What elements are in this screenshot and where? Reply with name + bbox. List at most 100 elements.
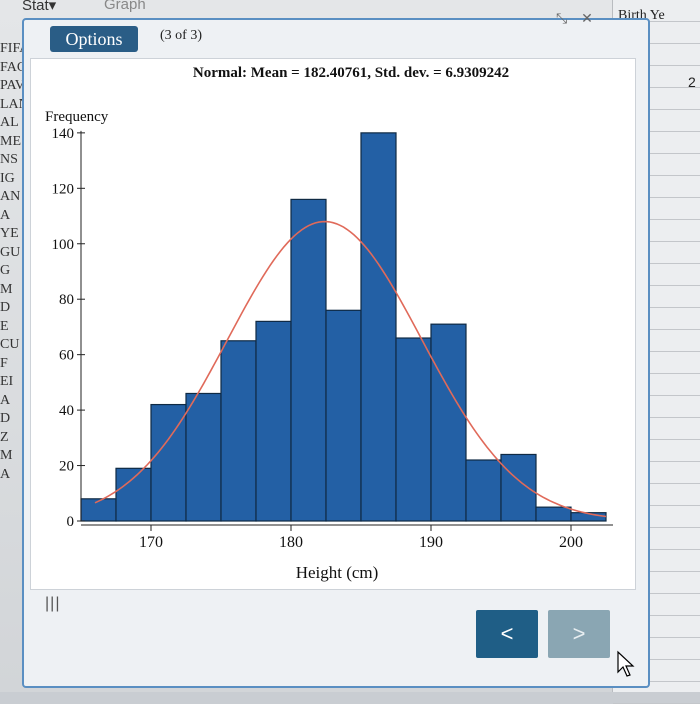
histogram-bar (290, 198, 327, 522)
y-tick-label: 0 (67, 514, 75, 530)
row-label: A (0, 392, 11, 408)
histogram-bar (255, 320, 292, 522)
row-label: F (0, 355, 8, 371)
grid-cell (613, 484, 700, 506)
previous-button[interactable]: < (476, 610, 538, 658)
histogram-bar (500, 453, 537, 522)
histogram-bar (395, 337, 432, 522)
dialog-header: Options (3 of 3) ⤡ ✕ (36, 10, 636, 56)
close-icon[interactable]: ✕ (581, 10, 593, 26)
row-label: G (0, 263, 11, 278)
y-tick-label: 120 (52, 181, 75, 197)
axes-group: 0 20 40 60 80 100 120 140 170 180 190 200 (52, 126, 613, 551)
row-label: Z (0, 429, 9, 445)
row-label: E (0, 318, 9, 334)
chart-title: Normal: Mean = 182.40761, Std. dev. = 6.… (193, 65, 509, 81)
histogram-bar (185, 392, 222, 522)
bars-group (80, 132, 607, 522)
y-tick-label: 40 (59, 403, 74, 419)
row-label: D (0, 411, 11, 426)
grid-cell (613, 242, 700, 264)
grid-cell (613, 88, 700, 110)
grid-cell (613, 286, 700, 308)
menubar: Stat▾ Graph (0, 0, 300, 14)
expand-icon[interactable]: ⤡ (556, 10, 568, 26)
histogram-chart: Normal: Mean = 182.40761, Std. dev. = 6.… (45, 65, 613, 582)
normal-curve (94, 220, 607, 518)
x-axis-label: Height (cm) (296, 563, 379, 582)
histogram-bar (430, 323, 467, 522)
grid-cell (613, 220, 700, 242)
histogram-bar (80, 498, 117, 522)
grid-cell (613, 374, 700, 396)
grid-cell (613, 572, 700, 594)
menu-icon[interactable]: ||| (45, 595, 61, 612)
row-label: YE (0, 226, 19, 241)
y-tick-label: 80 (59, 292, 74, 308)
left-column-labels: FIFAFACPAVLANALMENSIGANAYEGUGMDECUFEIADZ… (0, 40, 24, 690)
histogram-bar (360, 132, 397, 522)
row-label: A (0, 466, 11, 482)
row-label: PAV (0, 78, 24, 93)
row-label: LAN (0, 96, 24, 112)
row-label: CU (0, 337, 20, 352)
histogram-bar (535, 506, 572, 522)
grid-cell (613, 308, 700, 330)
row-label: FAC (0, 59, 24, 75)
grid-cell (613, 396, 700, 418)
row-label: GU (0, 244, 21, 260)
chart-panel: Normal: Mean = 182.40761, Std. dev. = 6.… (30, 58, 636, 612)
y-tick-label: 20 (59, 459, 74, 475)
next-button[interactable]: > (548, 610, 610, 658)
page-count: (3 of 3) (160, 28, 202, 43)
grid-cell (613, 440, 700, 462)
options-button[interactable]: Options (50, 26, 138, 52)
grid-cell (613, 132, 700, 154)
x-tick-label: 170 (139, 534, 163, 551)
grid-cell (613, 198, 700, 220)
histogram-bar (465, 459, 502, 522)
row-label: AN (0, 189, 21, 204)
grid-cell (613, 66, 700, 88)
y-tick-label: 60 (59, 348, 74, 364)
y-axis-label: Frequency (45, 109, 109, 125)
grid-cell (613, 594, 700, 616)
histogram-bar (150, 403, 187, 522)
x-tick-label: 180 (279, 534, 303, 551)
grid-cell (613, 660, 700, 682)
histogram-bar (570, 512, 607, 522)
row-label: D (0, 300, 11, 315)
graph-dialog: Options (3 of 3) ⤡ ✕ Normal: Mean = 182.… (22, 10, 650, 688)
pointer-cursor-icon (617, 650, 635, 677)
y-tick-label: 100 (52, 237, 75, 253)
row-label: AL (0, 115, 19, 130)
grid-cell (613, 528, 700, 550)
grid-cell (613, 462, 700, 484)
grid-cell (613, 616, 700, 638)
row-label: NS (0, 152, 18, 167)
row-label: IG (0, 170, 15, 186)
graph-menu[interactable]: Graph (104, 0, 146, 13)
grid-cell (613, 264, 700, 286)
row-label: EI (0, 374, 14, 389)
grid-cell (613, 418, 700, 440)
row-label: M (0, 448, 13, 463)
histogram-bar (325, 309, 362, 522)
grid-cell (613, 176, 700, 198)
grid-cell (613, 154, 700, 176)
grid-cell (613, 22, 700, 44)
grid-cell (613, 550, 700, 572)
stat-menu[interactable]: Stat▾ (22, 0, 57, 14)
row-label: FIFA (0, 41, 24, 56)
grid-cell (613, 0, 700, 22)
grid-cell (613, 110, 700, 132)
cell-value: 2 (688, 74, 696, 90)
window-controls: ⤡ ✕ (556, 10, 603, 27)
x-tick-label: 200 (559, 534, 583, 551)
grid-cell (613, 506, 700, 528)
grid-cell (613, 44, 700, 66)
row-label: M (0, 281, 13, 297)
x-tick-label: 190 (419, 534, 443, 551)
histogram-bar (115, 467, 152, 522)
grid-cell (613, 352, 700, 374)
